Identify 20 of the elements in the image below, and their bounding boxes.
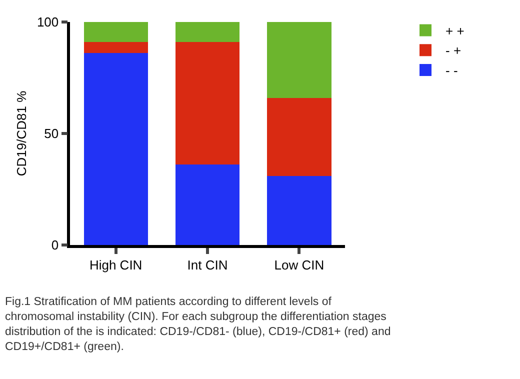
- legend-label: - -: [446, 63, 458, 78]
- bar: [267, 22, 332, 98]
- bar: [175, 42, 240, 165]
- bar: [267, 98, 332, 176]
- caption: Fig.1 Stratification of MM patients according to different levels of chromosomal instability (CIN). For each subgroup the differentiation stages distribution of the is indicated: CD19-/CD81- (blue), CD19-/CD81+ (red) and CD19+/CD81+ (green).: [5, 296, 391, 353]
- bar: [175, 22, 240, 42]
- x-tick-label: Int CIN: [187, 257, 228, 272]
- x-tick-label: Low CIN: [274, 257, 324, 272]
- legend-label: - +: [446, 43, 462, 58]
- bar: [84, 22, 148, 42]
- legend-label: + +: [446, 23, 464, 38]
- y-tick-label: 0: [51, 238, 59, 253]
- bar: [267, 176, 332, 245]
- bar: [84, 53, 148, 245]
- bar: [84, 42, 148, 54]
- y-axis-title: CD19/CD81 %: [14, 90, 29, 176]
- y-tick-label: 100: [36, 14, 59, 30]
- y-tick-label: 50: [44, 126, 59, 142]
- bar: [175, 164, 240, 245]
- x-tick-label: High CIN: [89, 257, 142, 272]
